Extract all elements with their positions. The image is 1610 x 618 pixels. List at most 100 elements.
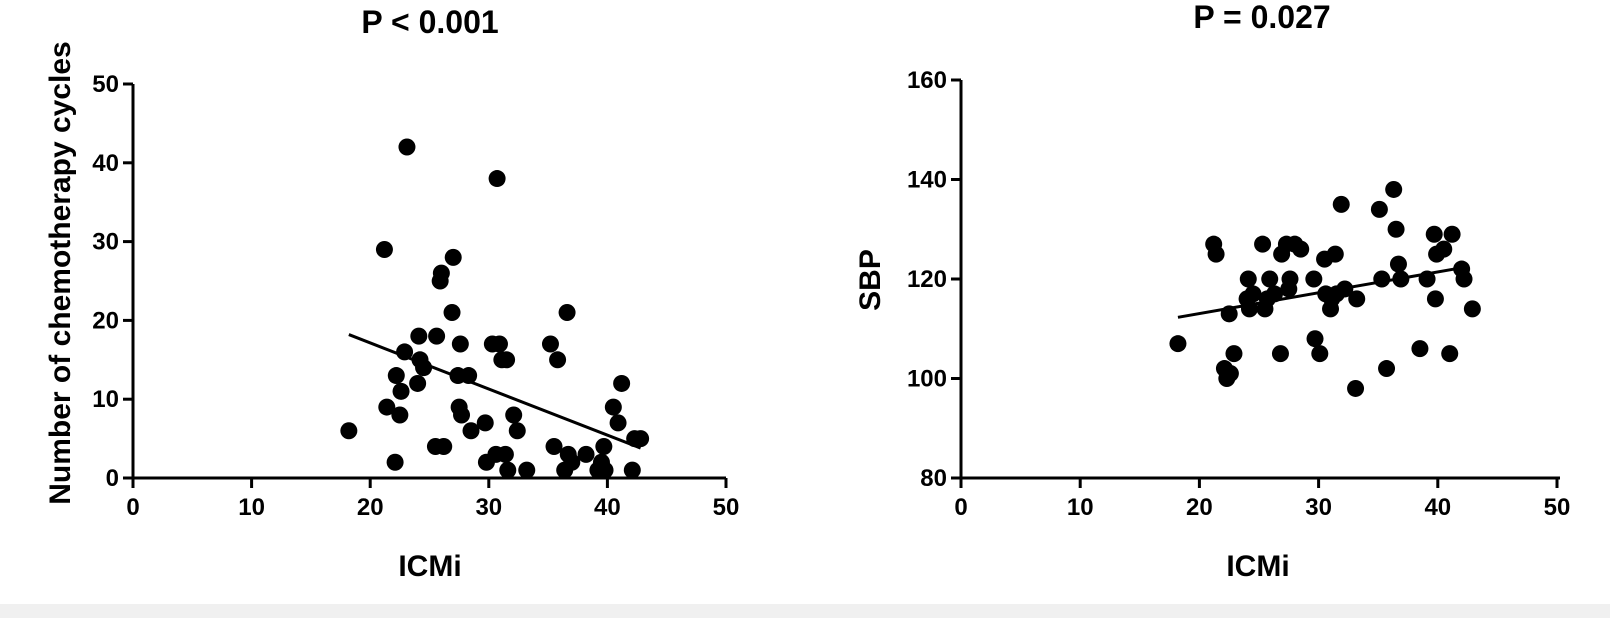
panel-left-data-point — [508, 422, 526, 440]
panel-left-ticks — [123, 82, 728, 488]
panel-right-data-point — [1463, 300, 1481, 318]
panel-left-data-point — [563, 453, 581, 471]
panel-right-data-point — [1389, 255, 1407, 273]
panel-left-data-point — [428, 327, 446, 345]
panel-right-data-point — [1332, 195, 1350, 213]
panel-left-y-tick-label: 40 — [92, 150, 119, 177]
panel-left-data-point — [435, 437, 453, 455]
panel-left-data-point — [386, 453, 404, 471]
panel-right-data-point — [1306, 330, 1324, 348]
panel-right-data-point — [1411, 340, 1429, 358]
panel-right-data-point — [1239, 270, 1257, 288]
panel-left-data-point — [609, 414, 627, 432]
panel-right-tick-labels: 0 10 20 30 40 50 80 100 120 140 160 — [907, 67, 1570, 521]
panel-left-data-point — [488, 170, 506, 188]
panel-left-data-point — [392, 382, 410, 400]
panel-left-data-point — [518, 461, 536, 479]
panel-left-data-point — [444, 248, 462, 266]
panel-right-data-point — [1392, 270, 1410, 288]
panel-right-data-point — [1221, 365, 1239, 383]
panel-left-points — [340, 138, 650, 479]
panel-right-data-point — [1443, 225, 1461, 243]
panel-left-data-point — [596, 461, 614, 479]
panel-right-x-tick-label: 30 — [1305, 494, 1332, 521]
panel-sbp: P = 0.027 SBP ICMi 0 10 20 30 40 50 80 100 120 14… — [854, 0, 1570, 583]
panel-left-data-point — [498, 351, 516, 369]
panel-right-data-point — [1426, 290, 1444, 308]
panel-right-data-point — [1418, 270, 1436, 288]
panel-left-data-point — [409, 374, 427, 392]
panel-left-x-tick-label: 10 — [238, 494, 265, 521]
panel-left-data-point — [541, 335, 559, 353]
panel-left-data-point — [398, 138, 416, 156]
panel-left-x-tick-label: 40 — [594, 494, 621, 521]
panel-left-data-point — [443, 304, 461, 322]
panel-left-data-point — [340, 422, 358, 440]
panel-right-x-axis-title: ICMi — [1226, 550, 1289, 583]
panel-left-y-tick-label: 0 — [106, 465, 119, 492]
panel-right-data-point — [1455, 270, 1473, 288]
panel-right-data-point — [1271, 345, 1289, 363]
panel-left-data-point — [595, 437, 613, 455]
panel-right-data-point — [1169, 335, 1187, 353]
panel-left-y-tick-label: 30 — [92, 229, 119, 256]
panel-right-data-point — [1370, 200, 1388, 218]
panel-left-data-point — [476, 414, 494, 432]
panel-left-y-axis-title: Number of chemotherapy cycles — [44, 41, 77, 505]
bottom-border-strip — [0, 604, 1610, 618]
panel-left-x-tick-label: 0 — [126, 494, 139, 521]
panel-left-data-point — [462, 422, 480, 440]
panel-left-data-point — [391, 406, 409, 424]
panel-left-data-point — [632, 430, 650, 448]
panel-left-tick-labels: 0 10 20 30 40 50 0 10 20 30 40 50 — [92, 71, 739, 521]
panel-right-y-tick-label: 120 — [907, 266, 947, 293]
panel-left-data-point — [499, 461, 517, 479]
panel-left-data-point — [490, 335, 508, 353]
panel-left-data-point — [375, 240, 393, 258]
panel-left-data-point — [623, 461, 641, 479]
panel-right-x-tick-label: 50 — [1544, 494, 1571, 521]
panel-right-data-point — [1435, 240, 1453, 258]
panel-right-data-point — [1305, 270, 1323, 288]
panel-right-data-point — [1265, 285, 1283, 303]
panel-left-data-point — [505, 406, 523, 424]
panel-right-data-point — [1347, 379, 1365, 397]
panel-left-data-point — [613, 374, 631, 392]
panel-right-data-point — [1385, 180, 1403, 198]
panel-right-x-tick-label: 10 — [1067, 494, 1094, 521]
panel-left-title: P < 0.001 — [361, 4, 498, 40]
panel-left-data-point — [453, 406, 471, 424]
panel-left-data-point — [410, 327, 428, 345]
panel-left-data-point — [451, 335, 469, 353]
panel-right-data-point — [1373, 270, 1391, 288]
panel-left-data-point — [577, 445, 595, 463]
panel-right-y-tick-label: 80 — [920, 465, 947, 492]
panel-right-data-point — [1336, 280, 1354, 298]
panel-right-y-axis-title: SBP — [854, 249, 887, 311]
panel-right-y-tick-label: 140 — [907, 167, 947, 194]
panel-right-data-point — [1387, 220, 1405, 238]
panel-left-data-point — [378, 398, 396, 416]
panel-left-data-point — [558, 304, 576, 322]
panel-right-data-point — [1348, 290, 1366, 308]
panel-left-x-tick-label: 50 — [713, 494, 740, 521]
panel-left-data-point — [604, 398, 622, 416]
panel-left-y-tick-label: 20 — [92, 307, 119, 334]
panel-right-data-point — [1281, 270, 1299, 288]
panel-right-y-tick-label: 100 — [907, 366, 947, 393]
panel-right-data-point — [1441, 345, 1459, 363]
panel-right-data-point — [1378, 360, 1396, 378]
panel-right-data-point — [1425, 225, 1443, 243]
panel-right-title: P = 0.027 — [1193, 0, 1330, 35]
panel-right-data-point — [1292, 240, 1310, 258]
panel-right-data-point — [1311, 345, 1329, 363]
panel-left-x-axis-title: ICMi — [398, 550, 461, 583]
panel-right-x-tick-label: 0 — [954, 494, 967, 521]
panel-right-x-tick-label: 20 — [1186, 494, 1213, 521]
panel-right-data-point — [1326, 245, 1344, 263]
panel-left-data-point — [549, 351, 567, 369]
panel-right-data-point — [1244, 285, 1262, 303]
panel-left-data-point — [496, 445, 514, 463]
